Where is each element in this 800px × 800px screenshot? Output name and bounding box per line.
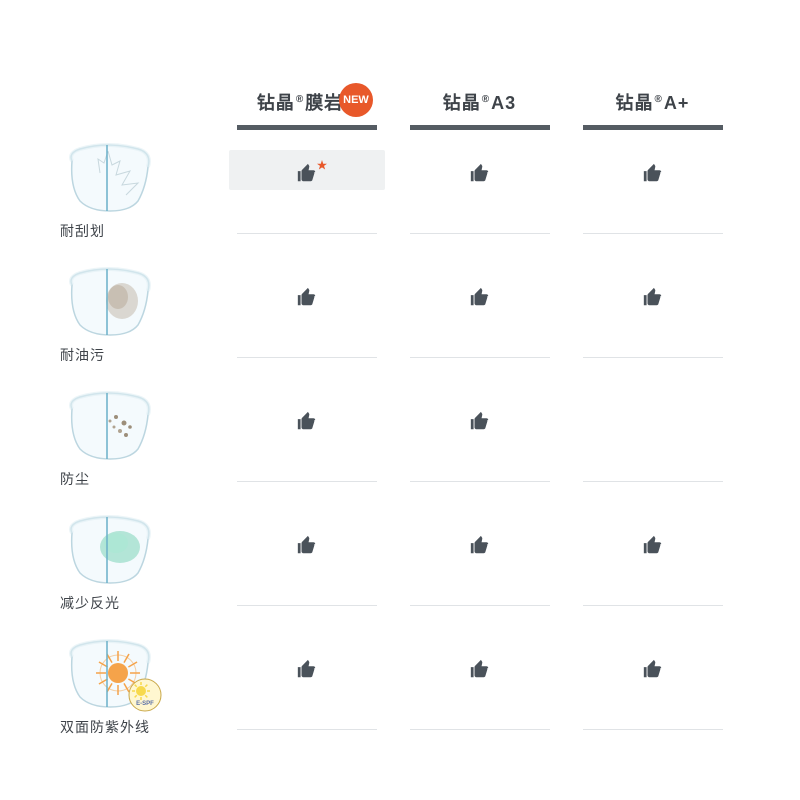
new-badge: NEW — [339, 83, 373, 117]
column-title-a3: 钻晶®A3 — [443, 89, 516, 115]
cell-uv-a3 — [393, 626, 566, 750]
cell-oil-aplus — [566, 254, 739, 378]
cell-scratch-moyan — [220, 130, 393, 254]
column-title-aplus: 钻晶®A+ — [616, 89, 690, 115]
feature-row-glare: 减少反光 — [60, 502, 740, 626]
row-underline — [237, 233, 377, 234]
feature-text-scratch: 耐刮划 — [60, 221, 105, 241]
thumbs-up-icon — [642, 658, 664, 680]
feature-label-uv: E-SPF 双面防紫外线 — [60, 639, 220, 737]
cell-glare-aplus — [566, 502, 739, 626]
feature-row-oil: 耐油污 — [60, 254, 740, 378]
feature-text-uv: 双面防紫外线 — [60, 717, 150, 737]
thumbs-up-icon — [642, 286, 664, 308]
thumbs-up-icon — [296, 162, 318, 184]
row-underline — [237, 357, 377, 358]
svg-text:E-SPF: E-SPF — [136, 701, 154, 707]
comparison-table: 钻晶®膜岩™NEW 钻晶®A3 钻晶®A+ 耐刮划 耐油污 防尘 — [60, 60, 740, 750]
feature-row-scratch: 耐刮划 — [60, 130, 740, 254]
thumbs-up-icon — [296, 286, 318, 308]
row-underline — [410, 233, 550, 234]
row-underline — [583, 357, 723, 358]
cell-oil-moyan — [220, 254, 393, 378]
thumbs-up-icon — [469, 658, 491, 680]
row-underline — [583, 233, 723, 234]
cell-dust-a3 — [393, 378, 566, 502]
thumbs-up-icon — [469, 286, 491, 308]
cell-glare-moyan — [220, 502, 393, 626]
thumbs-up-icon — [296, 658, 318, 680]
row-underline — [237, 481, 377, 482]
thumbs-up-icon — [469, 162, 491, 184]
cell-uv-moyan — [220, 626, 393, 750]
lens-icon-glare — [60, 515, 155, 587]
feature-row-uv: E-SPF 双面防紫外线 — [60, 626, 740, 750]
row-underline — [583, 729, 723, 730]
row-underline — [410, 605, 550, 606]
feature-label-scratch: 耐刮划 — [60, 143, 220, 241]
row-underline — [237, 729, 377, 730]
thumbs-up-icon — [469, 410, 491, 432]
thumbs-up-icon — [642, 534, 664, 556]
feature-row-dust: 防尘 — [60, 378, 740, 502]
uv-badge-icon: E-SPF — [127, 677, 163, 713]
feature-text-glare: 减少反光 — [60, 593, 120, 613]
cell-scratch-a3 — [393, 130, 566, 254]
row-underline — [237, 605, 377, 606]
thumbs-up-icon — [469, 534, 491, 556]
cell-dust-moyan — [220, 378, 393, 502]
cell-scratch-aplus — [566, 130, 739, 254]
row-underline — [410, 357, 550, 358]
row-underline — [410, 481, 550, 482]
lens-icon-uv: E-SPF — [60, 639, 155, 711]
lens-icon-oil — [60, 267, 155, 339]
thumbs-up-icon — [642, 162, 664, 184]
cell-oil-a3 — [393, 254, 566, 378]
feature-text-dust: 防尘 — [60, 469, 90, 489]
thumbs-up-icon — [296, 410, 318, 432]
column-header-aplus: 钻晶®A+ — [566, 89, 739, 130]
header-row: 钻晶®膜岩™NEW 钻晶®A3 钻晶®A+ — [60, 60, 740, 130]
column-header-moyan: 钻晶®膜岩™NEW — [220, 89, 393, 130]
thumbs-up-icon — [296, 534, 318, 556]
cell-glare-a3 — [393, 502, 566, 626]
row-underline — [583, 481, 723, 482]
feature-label-dust: 防尘 — [60, 391, 220, 489]
feature-label-oil: 耐油污 — [60, 267, 220, 365]
cell-uv-aplus — [566, 626, 739, 750]
feature-label-glare: 减少反光 — [60, 515, 220, 613]
star-icon — [316, 158, 328, 170]
row-underline — [410, 729, 550, 730]
row-underline — [583, 605, 723, 606]
lens-icon-dust — [60, 391, 155, 463]
column-header-a3: 钻晶®A3 — [393, 89, 566, 130]
lens-icon-scratch — [60, 143, 155, 215]
cell-dust-aplus — [566, 378, 739, 502]
feature-text-oil: 耐油污 — [60, 345, 105, 365]
